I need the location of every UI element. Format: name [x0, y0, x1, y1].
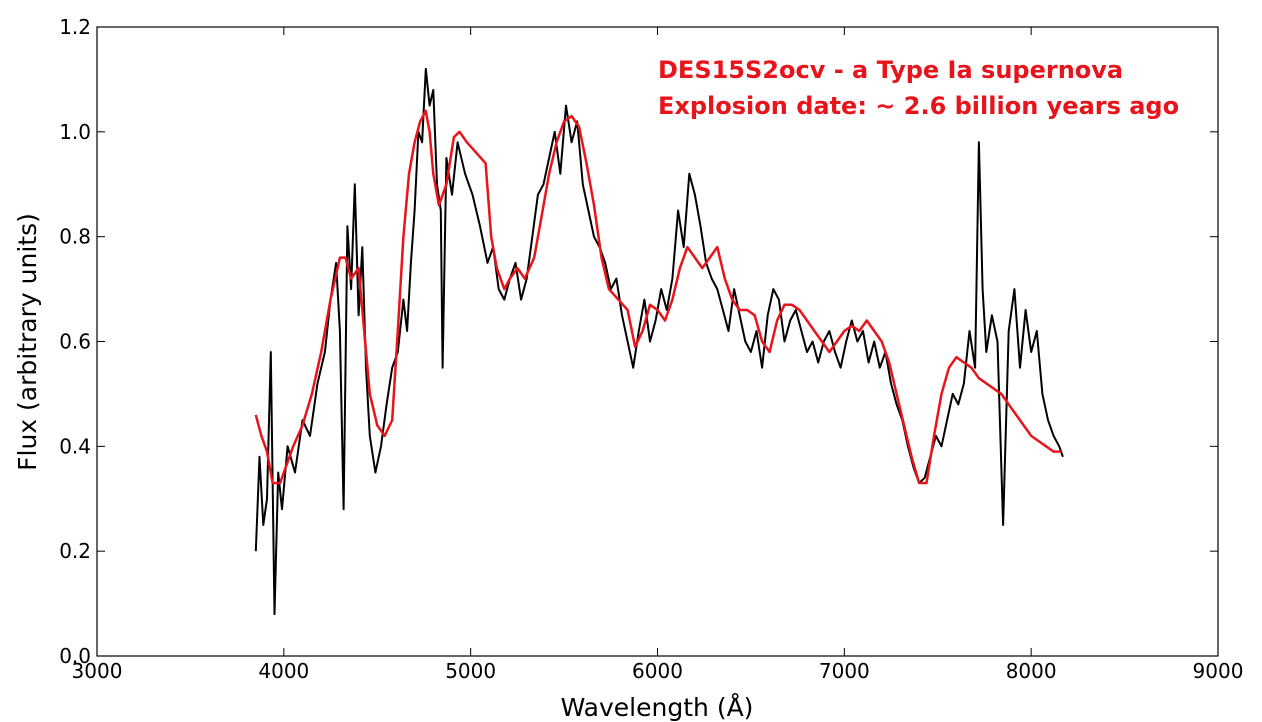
observed-spectrum-line [254, 67, 1064, 616]
x-axis-label: Wavelength (Å) [561, 693, 754, 722]
x-tick-label: 8000 [1006, 659, 1057, 683]
x-tick-label: 3000 [72, 659, 123, 683]
x-tick-label: 9000 [1193, 659, 1244, 683]
plot-frame [96, 26, 1219, 657]
y-tick-label: 0.6 [59, 330, 91, 354]
y-tick-label: 0.4 [59, 434, 91, 458]
x-tick-label: 5000 [445, 659, 496, 683]
y-tick-label: 1.0 [59, 120, 91, 144]
y-tick-label: 1.2 [59, 15, 91, 39]
template-fit-line [254, 109, 1062, 485]
x-tick-label: 4000 [258, 659, 309, 683]
x-tick-label: 7000 [819, 659, 870, 683]
axis-ticks: 3000 4000 5000 6000 7000 8000 9000 0.0 0.2 0.4 0.6… [59, 15, 1243, 683]
annotation-explosion-date: Explosion date: ~ 2.6 billion years ago [658, 92, 1179, 120]
y-tick-label: 0.0 [59, 644, 91, 668]
x-tick-label: 6000 [632, 659, 683, 683]
annotation-title: DES15S2ocv - a Type Ia supernova [658, 56, 1123, 84]
y-tick-label: 0.8 [59, 225, 91, 249]
y-axis-label: Flux (arbitrary units) [13, 213, 42, 471]
y-tick-label: 0.2 [59, 539, 91, 563]
series-layer [254, 67, 1064, 616]
